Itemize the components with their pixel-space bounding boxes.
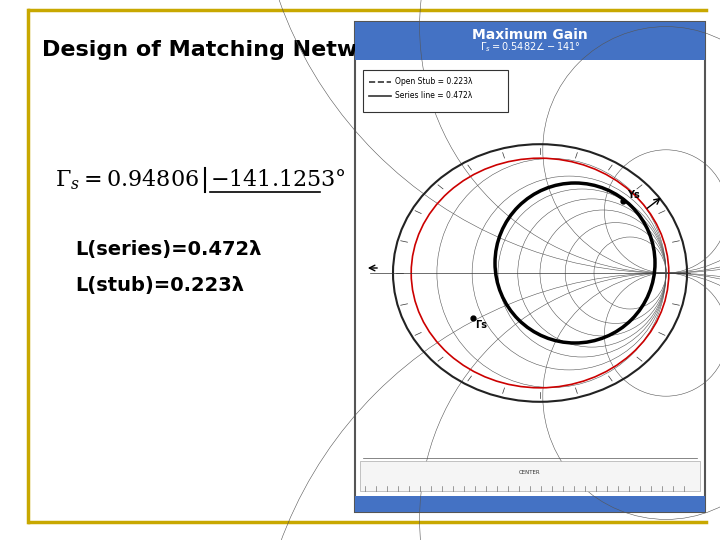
Text: Series line = 0.472λ: Series line = 0.472λ [395,91,472,100]
Bar [355,22,705,512]
Text: L(stub)=0.223λ: L(stub)=0.223λ [75,275,244,294]
Text: $-141.1253°$: $-141.1253°$ [210,170,346,191]
Text: Γs: Γs [474,320,487,330]
Bar [360,461,700,491]
Bar [355,22,705,60]
Text: $\Gamma_s = 0.5482\angle -141°$: $\Gamma_s = 0.5482\angle -141°$ [480,40,580,54]
Text: Maximum Gain: Maximum Gain [472,28,588,42]
Text: Ys: Ys [627,190,640,200]
Text: L(series)=0.472λ: L(series)=0.472λ [75,240,261,260]
Bar [363,70,508,112]
Text: Open Stub = 0.223λ: Open Stub = 0.223λ [395,78,472,86]
Bar [355,496,705,512]
Text: $\Gamma_s = 0.94806$: $\Gamma_s = 0.94806$ [55,168,199,192]
Text: CENTER: CENTER [519,470,541,475]
Text: Design of Matching Network: Design of Matching Network [42,40,398,60]
